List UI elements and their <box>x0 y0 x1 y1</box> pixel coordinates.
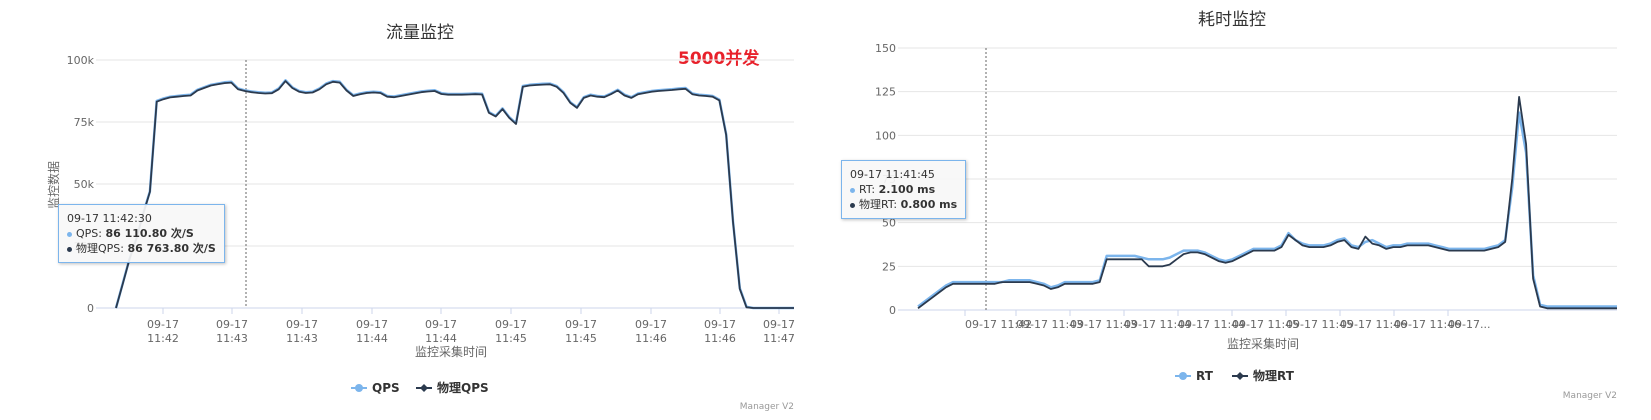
legend-item-rt[interactable]: RT <box>1175 369 1214 383</box>
tooltip-dot-rt <box>850 187 855 193</box>
latency-series <box>917 96 1617 310</box>
x-tick-label: 11:43 <box>216 332 248 345</box>
traffic-series <box>114 79 794 310</box>
latency-x-axis-label: 监控采集时间 <box>1227 336 1299 351</box>
y-tick-label: 0 <box>87 302 94 315</box>
traffic-legend: QPS 物理QPS <box>351 380 489 395</box>
legend-item-physical-rt[interactable]: 物理RT <box>1232 368 1295 383</box>
tooltip-row-physical-qps: 物理QPS: 86 763.80 次/S <box>67 241 216 256</box>
x-tick-label: 09-17 11:45 <box>1232 318 1299 331</box>
concurrency-annotation: 5000并发 <box>678 48 760 69</box>
y-tick-label: 150 <box>875 42 896 55</box>
tooltip-row-physical-rt: 物理RT: 0.800 ms <box>850 197 957 212</box>
traffic-credit[interactable]: Manager V2 <box>740 402 794 412</box>
tooltip-time: 09-17 11:42:30 <box>67 212 152 225</box>
legend-label-physical-rt: 物理RT <box>1253 368 1295 383</box>
x-tick-label: 11:44 <box>425 332 457 345</box>
x-tick-label: 09-17 11:43 <box>1016 318 1083 331</box>
tooltip-label-physical-qps: 物理QPS <box>76 242 121 255</box>
x-tick-label: 09-17 11:43 <box>1070 318 1137 331</box>
x-tick-label: 09-17 11:44 <box>1178 318 1245 331</box>
y-tick-label: 25 <box>882 260 896 273</box>
legend-item-physical-qps[interactable]: 物理QPS <box>416 380 489 395</box>
series-line-physical[interactable] <box>115 80 794 309</box>
tooltip-row-qps: QPS: 86 110.80 次/S <box>67 226 216 241</box>
y-tick-label: 50k <box>74 178 95 191</box>
x-tick-label: 09-17 <box>704 318 736 331</box>
x-tick-label: 09-17 11:45 <box>1286 318 1353 331</box>
tooltip-value-rt: 2.100 ms <box>878 183 936 196</box>
tooltip-label-rt: RT <box>859 183 872 196</box>
latency-grid <box>898 47 1617 311</box>
traffic-tooltip: 09-17 11:42:30 QPS: 86 110.80 次/S 物理QPS:… <box>58 204 225 263</box>
x-tick-label: 11:42 <box>147 332 179 345</box>
legend-marker-qps <box>355 384 363 392</box>
x-tick-label: 09-17 <box>635 318 667 331</box>
legend-item-qps[interactable]: QPS <box>351 381 400 395</box>
x-tick-label: 11:43 <box>286 332 318 345</box>
y-tick-label: 50 <box>882 217 896 230</box>
y-tick-label: 125 <box>875 86 896 99</box>
tooltip-row-rt: RT: 2.100 ms <box>850 182 957 197</box>
x-tick-label: 09-17 11:44 <box>1124 318 1191 331</box>
legend-label-qps: QPS <box>372 381 400 395</box>
x-tick-label: 11:45 <box>495 332 527 345</box>
tooltip-value-qps: 86 110.80 次/S <box>105 227 194 240</box>
legend-marker-rt <box>1179 372 1187 380</box>
series-line-primary[interactable] <box>114 79 794 310</box>
tooltip-dot-physical-qps <box>67 246 72 252</box>
x-tick-label: 09-17 <box>763 318 795 331</box>
x-tick-label: 09-17 <box>425 318 457 331</box>
x-tick-label: 11:45 <box>565 332 597 345</box>
tooltip-dot-qps <box>67 231 72 237</box>
legend-label-physical-qps: 物理QPS <box>437 380 489 395</box>
x-tick-label: 09-17 <box>565 318 597 331</box>
latency-credit[interactable]: Manager V2 <box>1563 391 1617 401</box>
legend-marker-physical-rt <box>1236 372 1244 380</box>
y-tick-label: 0 <box>889 304 896 317</box>
x-tick-label: 09-17 11:46 <box>1394 318 1461 331</box>
series-line-primary[interactable] <box>917 111 1617 308</box>
latency-legend: RT 物理RT <box>1175 368 1295 383</box>
traffic-x-ticks: 09-1711:4209-1711:4309-1711:4309-1711:44… <box>147 308 795 345</box>
tooltip-dot-physical-rt <box>850 202 855 208</box>
traffic-y-axis-label: 监控数据 <box>46 161 61 209</box>
latency-tooltip: 09-17 11:41:45 RT: 2.100 ms 物理RT: 0.800 … <box>841 160 967 219</box>
traffic-grid <box>96 59 794 309</box>
x-tick-label: 09-17 <box>216 318 248 331</box>
x-tick-label: 09-17 <box>147 318 179 331</box>
x-tick-label: 11:47 <box>763 332 795 345</box>
legend-label-rt: RT <box>1196 369 1214 383</box>
tooltip-label-physical-rt: 物理RT <box>859 198 894 211</box>
x-tick-label: 09-17... <box>1448 318 1490 331</box>
y-tick-label: 75k <box>74 116 95 129</box>
x-tick-label: 09-17 11:42 <box>965 318 1032 331</box>
tooltip-label-qps: QPS <box>76 227 99 240</box>
x-tick-label: 11:44 <box>356 332 388 345</box>
traffic-y-ticks: 025k50k75k100k <box>67 54 95 315</box>
x-tick-label: 09-17 <box>286 318 318 331</box>
legend-marker-physical-qps <box>420 384 428 392</box>
y-tick-label: 100 <box>875 129 896 142</box>
tooltip-time: 09-17 11:41:45 <box>850 168 935 181</box>
tooltip-value-physical-rt: 0.800 ms <box>900 198 958 211</box>
x-tick-label: 09-17 <box>356 318 388 331</box>
x-tick-label: 11:46 <box>635 332 667 345</box>
x-tick-label: 09-17 11:46 <box>1340 318 1407 331</box>
traffic-chart-title: 流量监控 <box>386 23 454 43</box>
x-tick-label: 11:46 <box>704 332 736 345</box>
traffic-x-axis-label: 监控采集时间 <box>415 344 487 359</box>
y-tick-label: 100k <box>67 54 95 67</box>
x-tick-label: 09-17 <box>495 318 527 331</box>
tooltip-value-physical-qps: 86 763.80 次/S <box>127 242 216 255</box>
series-line-physical[interactable] <box>917 96 1617 310</box>
latency-chart-title: 耗时监控 <box>1198 10 1266 30</box>
